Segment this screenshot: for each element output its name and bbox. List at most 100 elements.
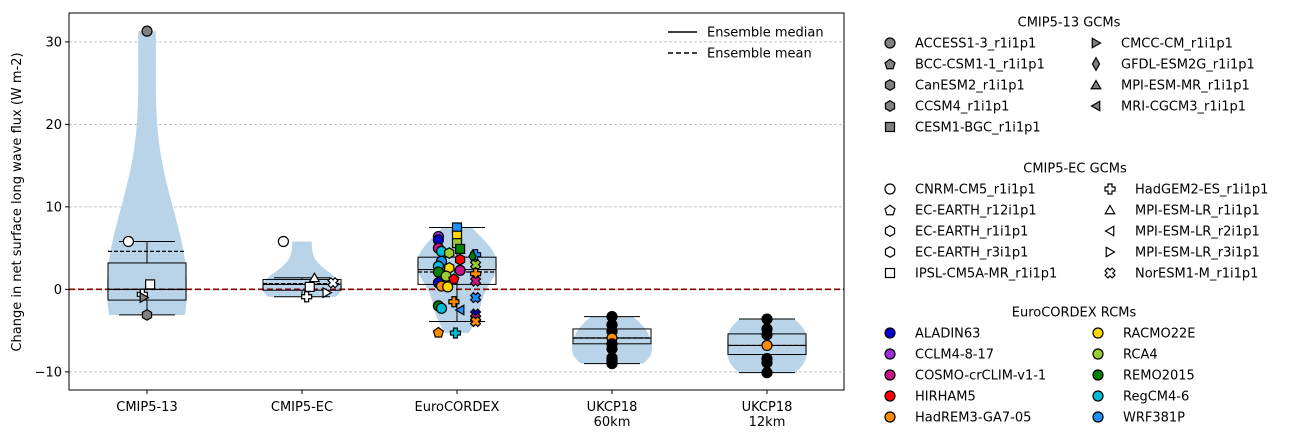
legend-marker [1092,369,1104,381]
outer-legend: CMIP5-13 GCMs ACCESS1-3_r1i1p1 BCC-CSM1-1_… [884,16,1268,426]
legend-label: CCSM4_r1i1p1 [915,100,1009,115]
data-point [277,235,289,248]
legend-group-title: EuroCORDEX RCMs [1012,306,1137,321]
legend-label: GFDL-ESM2G_r1i1p1 [1121,58,1255,73]
legend-marker [884,246,896,258]
legend-marker [884,267,896,279]
legend-label: RACMO22E [1123,327,1195,342]
y-axis-label: Change in net surface long wave flux (W … [10,52,25,351]
x-ticks: CMIP5-13 CMIP5-EC EuroCORDEX UKCP1860kmUKCP… [116,390,792,430]
data-point [454,304,465,316]
legend-label: EC-EARTH_r1i1p1 [915,225,1028,240]
legend-label: CCLM4-8-17 [915,348,994,363]
data-point [322,286,333,299]
data-point [308,272,321,283]
legend-marker [1092,390,1104,402]
legend-marker [1104,204,1116,215]
legend-marker [884,183,896,195]
legend-label: MPI-ESM-LR_r3i1p1 [1135,246,1260,261]
legend-marker [1090,100,1101,112]
data-point [141,25,153,37]
legend-marker [1104,267,1116,279]
legend-label: EC-EARTH_r3i1p1 [915,246,1028,261]
legend-marker [884,100,896,112]
legend-marker [884,225,896,237]
legend-marker [884,79,896,91]
data-point [145,279,156,290]
data-point [448,273,460,284]
data-point [761,329,773,341]
data-point [761,367,773,379]
data-point [327,276,339,289]
y-tick-label: 0 [54,283,62,298]
legend-label: NorESM1-M_r1i1p1 [1135,267,1258,282]
data-point [469,258,482,271]
data-point [761,357,773,369]
data-point [761,339,773,352]
legend-label: CNRM-CM5_r1i1p1 [915,183,1036,198]
legend-marker [1090,79,1102,90]
legend-marker [1092,327,1104,339]
data-point [761,313,773,325]
legend-label: COSMO-crCLIM-v1-1 [915,369,1046,384]
data-point [469,291,482,304]
legend-marker [884,37,896,49]
data-points [122,25,773,379]
legend-group: CMIP5-EC GCMs CNRM-CM5_r1i1p1 EC-EARTH_r12… [884,162,1268,282]
inner-legend: Ensemble median Ensemble mean [668,26,824,62]
data-point [469,275,482,287]
legend-group: CMIP5-13 GCMs ACCESS1-3_r1i1p1 BCC-CSM1-1_… [884,16,1255,136]
legend-marker [1092,411,1104,423]
legend-label: CanESM2_r1i1p1 [915,79,1025,94]
x-tick-label: CMIP5-13 [116,400,177,415]
y-tick-label: 10 [45,200,62,215]
legend-label: EC-EARTH_r12i1p1 [915,204,1037,219]
legend-marker [1105,246,1116,258]
data-point [435,302,448,314]
y-tick-label: 30 [45,35,62,50]
legend-group-title: CMIP5-EC GCMs [1023,162,1127,177]
x-tick-label: UKCP18 [587,400,638,415]
data-point [454,264,466,276]
legend-label: WRF381P [1123,411,1185,426]
legend-marker [884,348,896,360]
legend-label: MPI-ESM-LR_r1i1p1 [1135,204,1260,219]
legend-marker [884,327,896,339]
x-tick-label: 12km [749,415,786,430]
legend-marker [1104,183,1116,195]
legend-marker [884,58,896,70]
legend-marker [1091,37,1102,49]
legend-label: CMCC-CM_r1i1p1 [1121,37,1233,52]
violin [107,31,187,315]
data-point [448,296,460,308]
y-tick-label: −10 [35,365,62,380]
data-point [122,235,134,248]
data-point [455,243,466,255]
legend-label: CESM1-BGC_r1i1p1 [915,121,1041,136]
legend-label: ACCESS1-3_r1i1p1 [915,37,1036,52]
legend-group: EuroCORDEX RCMs ALADIN63 CCLM4-8-17 COSMO-c… [884,306,1195,426]
legend-marker [1091,56,1101,72]
x-tick-label: UKCP18 [742,400,793,415]
legend-label: Ensemble median [707,26,824,41]
legend-label: Ensemble mean [707,47,812,62]
legend-label: MPI-ESM-MR_r1i1p1 [1121,79,1250,94]
data-point [444,247,455,260]
x-tick-label: EuroCORDEX [415,400,500,415]
data-point [141,308,153,321]
legend-label: HadREM3-GA7-05 [915,411,1031,426]
legend-label: RCA4 [1123,348,1158,363]
data-point [449,327,462,339]
data-point [469,315,482,328]
data-point [442,281,454,293]
legend-marker [1104,225,1115,237]
y-ticks: −10 0 10 20 30 [35,35,69,380]
legend-marker [884,369,896,381]
legend-label: MRI-CGCM3_r1i1p1 [1121,100,1246,115]
legend-label: BCC-CSM1-1_r1i1p1 [915,58,1045,73]
box [107,262,187,301]
legend-marker [884,411,896,423]
legend-label: IPSL-CM5A-MR_r1i1p1 [915,267,1057,282]
legend-label: RegCM4-6 [1123,390,1189,405]
